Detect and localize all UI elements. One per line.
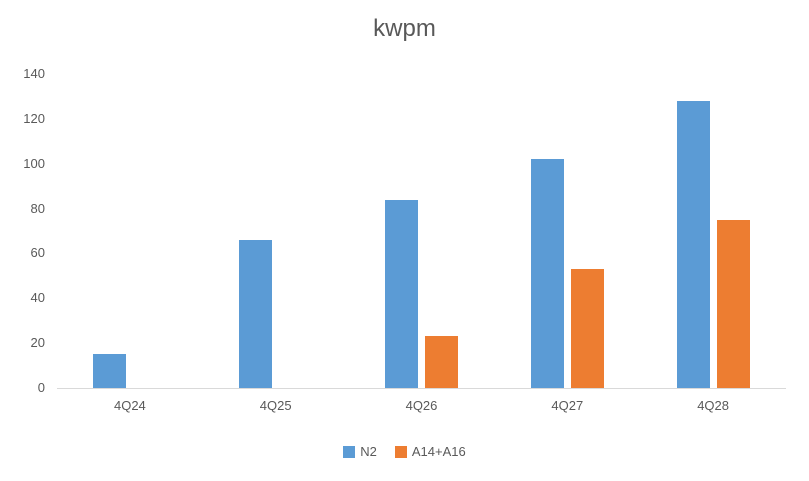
bar-A14+A16-4Q28 <box>716 219 750 388</box>
bar-N2-4Q26 <box>385 199 418 388</box>
chart-title: kwpm <box>373 15 436 42</box>
bar-N2-4Q24 <box>93 354 127 388</box>
y-axis-tick-label: 0 <box>37 380 45 395</box>
x-axis-label-4Q24: 4Q24 <box>113 398 146 413</box>
bar-A14+A16-4Q27 <box>570 269 604 388</box>
y-axis-tick-label: 80 <box>30 200 45 216</box>
bar-N2-4Q27 <box>530 159 564 388</box>
bar-A14+A16-4Q26 <box>425 336 458 388</box>
x-axis-label-4Q25: 4Q25 <box>259 398 292 413</box>
y-axis-tick-label: 140 <box>23 66 45 81</box>
x-axis-label-4Q27: 4Q27 <box>551 398 584 413</box>
x-axis-label-4Q28: 4Q28 <box>697 398 729 413</box>
legend-swatch-icon <box>343 445 356 458</box>
legend-item-A14+A16: A14+A16 <box>394 444 466 459</box>
bar-N2-4Q25 <box>239 239 273 388</box>
legend-swatch-icon <box>394 445 407 458</box>
x-axis-label-4Q26: 4Q26 <box>405 398 438 413</box>
y-axis-tick-label: 20 <box>30 335 45 351</box>
legend-label: N2 <box>360 444 377 459</box>
legend-label: A14+A16 <box>411 444 466 459</box>
legend: N2 A14+A16 <box>0 444 809 459</box>
y-axis-tick-label: 60 <box>30 245 45 261</box>
legend-item-N2: N2 <box>343 444 377 459</box>
x-axis-line <box>57 388 786 389</box>
bar-N2-4Q28 <box>676 100 710 388</box>
y-axis-tick-label: 40 <box>30 290 45 306</box>
y-axis-tick-label: 120 <box>23 110 45 126</box>
y-axis-tick-label: 100 <box>23 155 45 171</box>
